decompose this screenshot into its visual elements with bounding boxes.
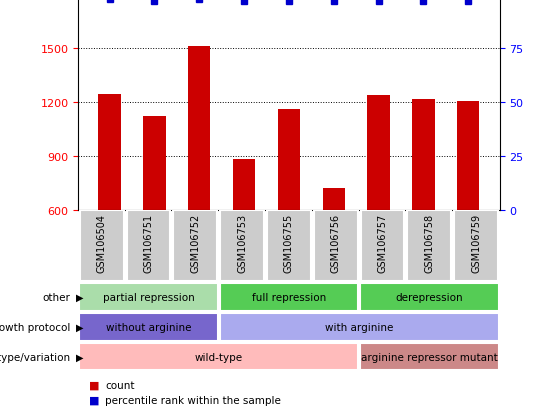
Bar [314, 211, 357, 282]
Text: GSM106753: GSM106753 [237, 213, 247, 272]
Text: GSM106751: GSM106751 [144, 213, 153, 272]
Text: growth protocol: growth protocol [0, 322, 70, 332]
Bar [361, 211, 404, 282]
Bar [267, 211, 311, 282]
Bar [322, 189, 345, 210]
Text: derepression: derepression [395, 292, 463, 302]
Bar [412, 100, 435, 210]
Text: partial repression: partial repression [103, 292, 194, 302]
Text: percentile rank within the sample: percentile rank within the sample [105, 394, 281, 405]
Text: ▶: ▶ [76, 292, 83, 302]
Bar [79, 343, 358, 370]
Bar [126, 211, 171, 282]
Text: ▶: ▶ [76, 322, 83, 332]
Bar [360, 284, 498, 311]
Bar [143, 117, 166, 210]
Text: ■: ■ [89, 394, 99, 405]
Bar [360, 343, 498, 370]
Text: GSM106752: GSM106752 [190, 213, 200, 272]
Bar [98, 95, 121, 210]
Text: GSM106504: GSM106504 [97, 213, 107, 272]
Text: GSM106757: GSM106757 [377, 213, 388, 272]
Bar [188, 47, 211, 210]
Text: ▶: ▶ [76, 352, 83, 362]
Text: ■: ■ [89, 380, 99, 390]
Bar [233, 160, 255, 210]
Text: GSM106758: GSM106758 [424, 213, 434, 272]
Bar [80, 211, 124, 282]
Bar [173, 211, 217, 282]
Text: other: other [42, 292, 70, 302]
Bar [220, 313, 498, 341]
Bar [454, 211, 498, 282]
Bar [367, 96, 390, 210]
Bar [457, 102, 480, 210]
Text: wild-type: wild-type [194, 352, 243, 362]
Text: GSM106755: GSM106755 [284, 213, 294, 272]
Bar [220, 284, 358, 311]
Text: count: count [105, 380, 135, 390]
Text: arginine repressor mutant: arginine repressor mutant [361, 352, 498, 362]
Text: without arginine: without arginine [106, 322, 191, 332]
Text: with arginine: with arginine [325, 322, 393, 332]
Text: GSM106759: GSM106759 [471, 213, 481, 272]
Bar [278, 110, 300, 210]
Text: full repression: full repression [252, 292, 326, 302]
Bar [407, 211, 451, 282]
Text: genotype/variation: genotype/variation [0, 352, 70, 362]
Bar [220, 211, 264, 282]
Bar [79, 313, 218, 341]
Text: GSM106756: GSM106756 [330, 213, 341, 272]
Bar [79, 284, 218, 311]
